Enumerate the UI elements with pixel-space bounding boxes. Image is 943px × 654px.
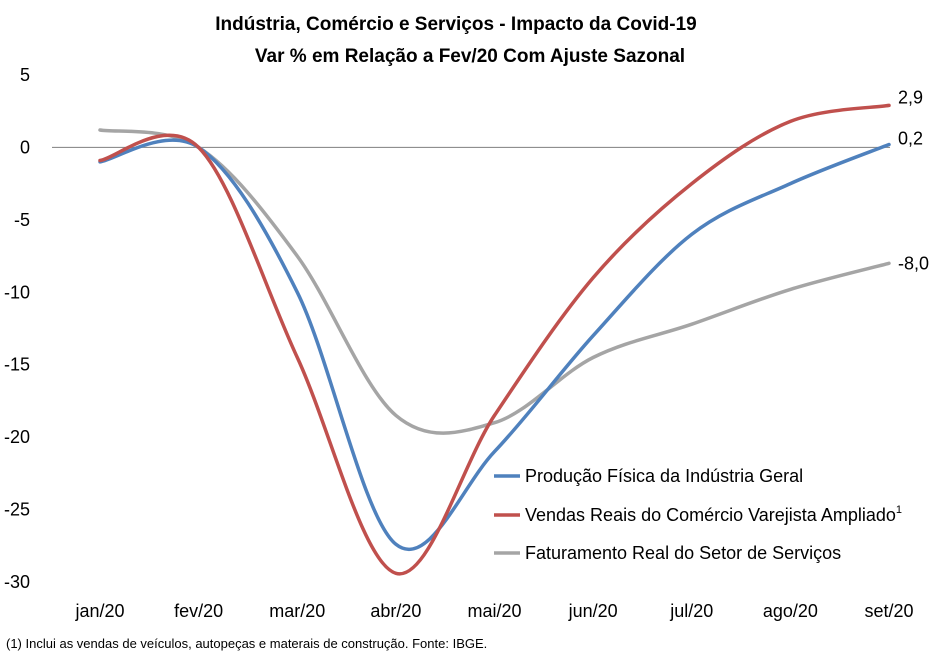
legend-label-industria: Produção Física da Indústria Geral xyxy=(525,466,803,486)
y-tick-label: -15 xyxy=(4,355,30,375)
series-line-servicos xyxy=(98,128,891,435)
y-tick-label: -30 xyxy=(4,572,30,592)
y-tick-label: 5 xyxy=(20,65,30,85)
x-tick-label: mai/20 xyxy=(467,601,521,621)
end-labels: 0,2 2,9 -8,0 xyxy=(898,87,929,273)
chart-subtitle: Var % em Relação a Fev/20 Com Ajuste Saz… xyxy=(255,46,685,67)
series-line-comercio xyxy=(98,103,891,576)
x-tick-label: jul/20 xyxy=(669,601,713,621)
footnote: (1) Inclui as vendas de veículos, autope… xyxy=(6,636,487,651)
y-tick-label: 0 xyxy=(20,137,30,157)
y-tick-label: -10 xyxy=(4,282,30,302)
series-line-industria xyxy=(98,138,891,552)
x-tick-label: ago/20 xyxy=(763,601,818,621)
legend-label-text: Vendas Reais do Comércio Varejista Ampli… xyxy=(525,505,896,525)
x-tick-label: jun/20 xyxy=(568,601,618,621)
legend-superscript: 1 xyxy=(896,504,902,516)
end-label-industria: 0,2 xyxy=(898,129,923,149)
legend-label-text: Produção Física da Indústria Geral xyxy=(525,466,803,486)
series-lines xyxy=(98,103,891,576)
x-tick-label: abr/20 xyxy=(370,601,421,621)
x-tick-label: fev/20 xyxy=(174,601,223,621)
y-tick-label: -20 xyxy=(4,427,30,447)
legend-label-servicos: Faturamento Real do Setor de Serviços xyxy=(525,543,841,563)
legend-label-text: Faturamento Real do Setor de Serviços xyxy=(525,543,841,563)
y-tick-label: -25 xyxy=(4,500,30,520)
x-tick-label: jan/20 xyxy=(74,601,124,621)
y-tick-label: -5 xyxy=(14,210,30,230)
chart-title: Indústria, Comércio e Serviços - Impacto… xyxy=(215,14,696,35)
x-tick-label: set/20 xyxy=(864,601,913,621)
legend: Produção Física da Indústria Geral Vendas… xyxy=(494,466,902,563)
x-tick-label: mar/20 xyxy=(269,601,325,621)
end-label-servicos: -8,0 xyxy=(898,253,929,273)
legend-label-comercio: Vendas Reais do Comércio Varejista Ampli… xyxy=(525,504,902,525)
x-axis: jan/20 fev/20 mar/20 abr/20 mai/20 jun/20 jul/… xyxy=(74,601,913,621)
end-label-comercio: 2,9 xyxy=(898,87,923,107)
y-axis: 5 0 -5 -10 -15 -20 -25 -30 xyxy=(4,65,30,592)
